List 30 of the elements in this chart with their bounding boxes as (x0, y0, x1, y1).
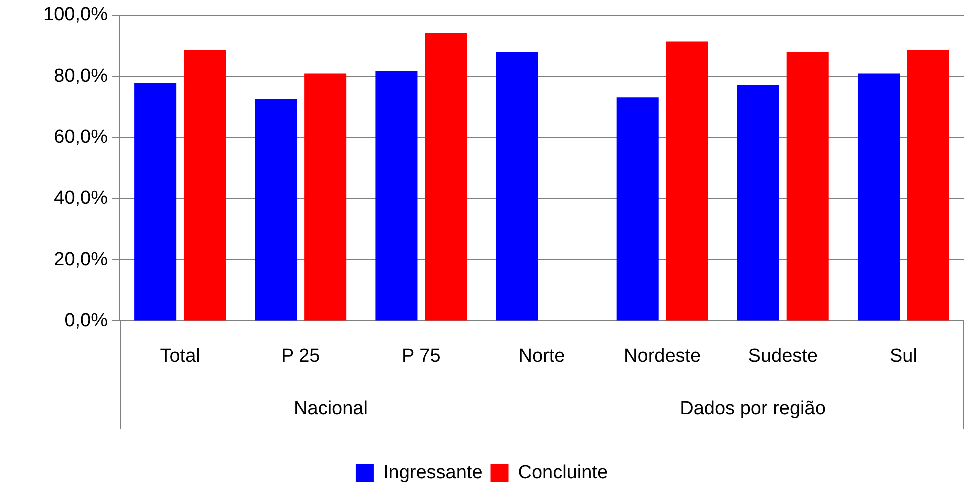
bar (184, 50, 226, 321)
text: Nacional (294, 398, 368, 420)
x-tick-label: Nordeste (624, 346, 702, 367)
bar (376, 71, 418, 321)
y-tick-label: 100,0% (44, 4, 108, 26)
bar (616, 98, 659, 321)
bar (255, 99, 298, 321)
bar (666, 42, 708, 321)
legend-label: Ingressante (383, 462, 483, 484)
legend-label: Concluinte (518, 462, 608, 484)
bar (425, 33, 468, 321)
bar (304, 74, 347, 321)
bar (858, 74, 900, 321)
x-tick-label: Norte (518, 346, 566, 367)
bar (786, 52, 829, 321)
bar (134, 83, 177, 321)
bar (907, 50, 950, 321)
y-tick-label: 20,0% (54, 249, 108, 270)
y-tick-label: 40,0% (54, 188, 108, 210)
x-tick-label: P 75 (402, 346, 441, 367)
y-tick-label: 0,0% (64, 310, 108, 332)
x-tick-label: Sudeste (748, 346, 818, 367)
x-tick-label: Total (160, 346, 200, 367)
x-tick-label: P 25 (281, 346, 320, 367)
bar (496, 52, 538, 321)
y-tick-label: 60,0% (54, 126, 108, 148)
bar (737, 85, 780, 321)
text: Dados por região (680, 398, 826, 420)
y-tick-label: 80,0% (54, 66, 108, 87)
x-tick-label: Sul (890, 346, 918, 367)
